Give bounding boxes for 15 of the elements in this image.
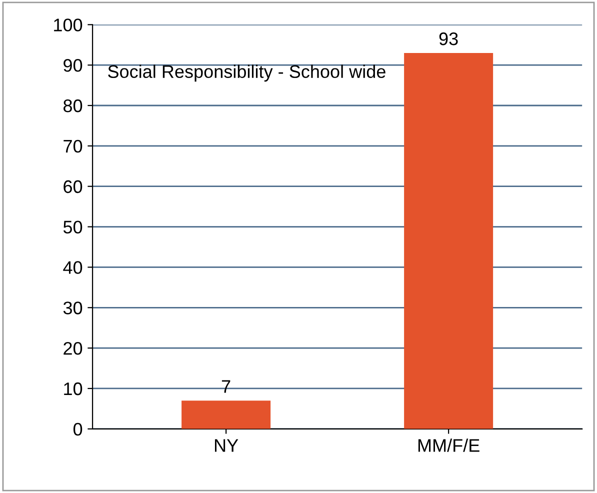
data-label: 93 <box>439 32 458 46</box>
x-tick-label: MM/F/E <box>418 438 480 452</box>
y-tick-label: 10 <box>64 382 82 396</box>
y-tick-label: 60 <box>64 180 82 194</box>
x-tick-label: NY <box>214 439 238 452</box>
y-tick-label: 0 <box>73 422 82 436</box>
y-tick-label: 80 <box>64 99 82 112</box>
y-tick-label: 40 <box>63 261 82 274</box>
y-tick-label: 90 <box>64 59 82 72</box>
y-tick-label: 50 <box>63 220 82 234</box>
y-tick-label: 100 <box>54 18 82 32</box>
text: Social Responsibility - School wide <box>108 64 386 82</box>
y-tick-label: 70 <box>64 140 82 153</box>
y-tick-label: 30 <box>63 302 82 314</box>
y-tick-label: 20 <box>64 342 82 355</box>
